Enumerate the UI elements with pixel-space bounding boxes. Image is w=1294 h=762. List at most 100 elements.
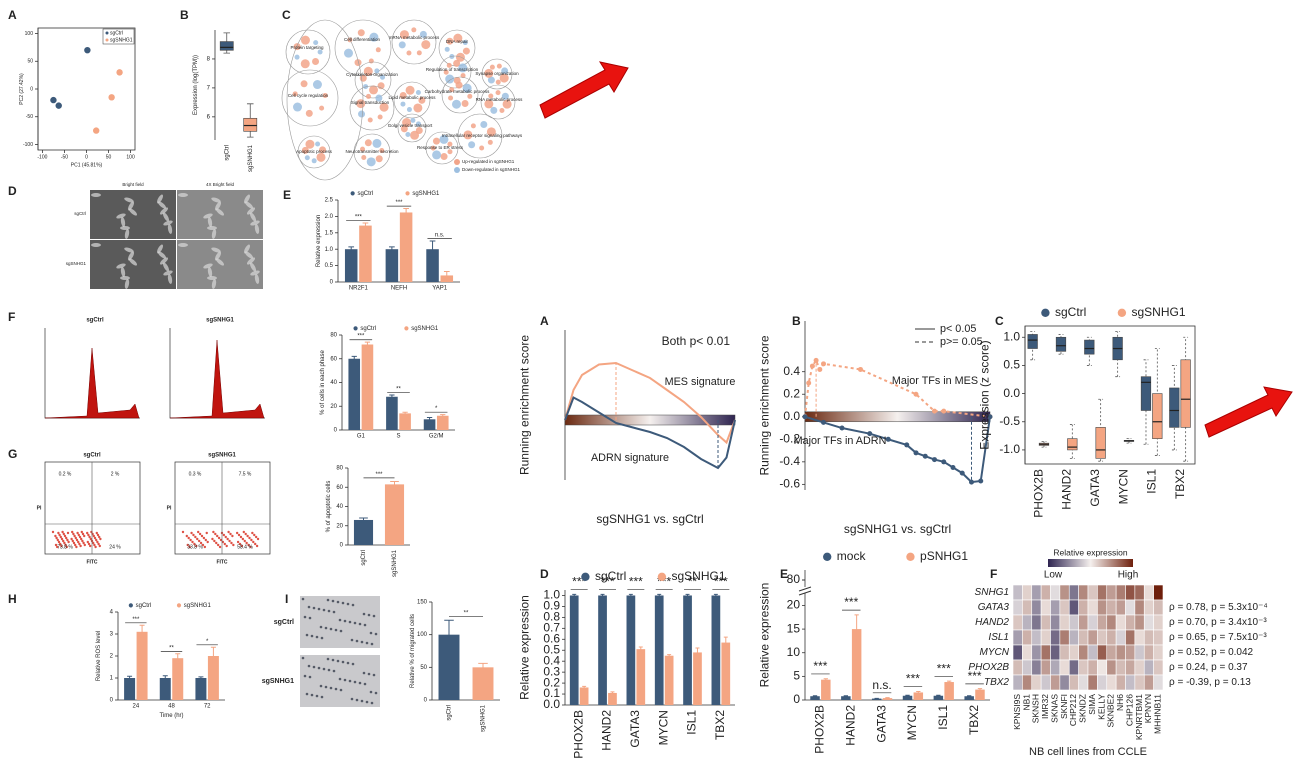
cell	[128, 208, 138, 216]
colorbar-low: Low	[1044, 570, 1063, 581]
cell	[317, 607, 321, 611]
heatmap-cell	[1078, 584, 1089, 601]
event	[228, 539, 231, 543]
event	[65, 536, 68, 540]
event	[218, 545, 222, 549]
cell	[312, 665, 316, 669]
heatmap-cell	[1040, 674, 1051, 691]
error-bar	[977, 688, 983, 692]
cell	[365, 641, 369, 645]
cluster-outline	[285, 29, 331, 75]
colorbar-high: High	[1118, 570, 1139, 581]
event	[71, 539, 75, 543]
cell	[339, 629, 343, 633]
bubble	[365, 93, 371, 99]
legend-marker	[823, 552, 832, 561]
cluster-outline	[349, 85, 395, 131]
y-tick-label: 2.5	[325, 198, 334, 204]
event	[224, 535, 227, 539]
cell	[322, 667, 326, 671]
event	[206, 540, 209, 544]
cell	[249, 212, 257, 222]
bubble	[484, 68, 494, 78]
error-bar	[389, 246, 395, 252]
cell	[343, 619, 347, 623]
y-tick-label: 0.5	[325, 263, 334, 269]
x-tick-label: MYCN	[905, 705, 919, 740]
event	[205, 531, 208, 535]
cell	[353, 621, 357, 625]
cell	[243, 194, 251, 204]
bubble	[316, 152, 326, 162]
bubble	[406, 107, 412, 113]
rank-bar	[804, 411, 991, 423]
whisker	[1030, 331, 1036, 361]
event	[199, 541, 203, 545]
significance-label: **	[464, 611, 469, 617]
bubble	[375, 47, 381, 53]
heatmap-cell	[1031, 644, 1042, 661]
cell	[327, 668, 331, 672]
heatmap-cell	[1078, 659, 1089, 676]
x-tick-label: TBX2	[1173, 469, 1187, 499]
event	[56, 545, 59, 549]
bubble	[418, 96, 426, 104]
cell	[303, 674, 307, 678]
y-tick-label: 10	[787, 645, 801, 659]
y-tick-label: 0	[424, 698, 428, 704]
bubble	[367, 117, 373, 123]
heatmap-cell	[1059, 644, 1070, 661]
bar	[964, 696, 974, 700]
x-axis-label: FITC	[86, 559, 97, 565]
bubble	[501, 67, 509, 75]
legend-marker	[350, 191, 355, 196]
heatmap-cell	[1078, 629, 1089, 646]
bubble	[317, 49, 323, 55]
box	[1095, 427, 1106, 459]
cell	[246, 207, 256, 215]
event	[72, 541, 76, 545]
event	[57, 531, 60, 535]
error-bar	[967, 695, 972, 698]
heatmap-cell	[1143, 584, 1154, 601]
bubble	[322, 92, 328, 98]
y-tick-label: 2	[110, 654, 114, 660]
y-tick-label: 100	[25, 31, 34, 37]
bar	[821, 679, 831, 700]
cell	[370, 701, 374, 705]
bubble	[377, 114, 383, 120]
heatmap-cell	[1153, 644, 1164, 661]
quadrant-label: 24 %	[109, 544, 121, 550]
bubble	[487, 139, 493, 145]
heatmap-cell	[1143, 659, 1154, 676]
term-label: Protein targeting	[290, 45, 324, 50]
y-axis-label: Expression (z score)	[978, 340, 992, 449]
significance-label: ***	[132, 617, 140, 623]
colorbar-title: Relative expression	[1053, 547, 1127, 557]
x-axis-label: PC1 (45.81%)	[71, 162, 103, 168]
dot-plot	[174, 461, 271, 555]
cell	[346, 661, 350, 665]
axis-break	[800, 587, 810, 593]
cell	[203, 213, 213, 219]
event	[229, 532, 232, 536]
event	[83, 534, 86, 538]
panel-label: A	[540, 314, 549, 328]
legend-box	[102, 28, 135, 45]
panel-label: D	[540, 567, 549, 581]
event	[245, 541, 248, 545]
event	[243, 539, 246, 543]
event	[96, 540, 99, 544]
significance-label: *	[206, 639, 209, 645]
cell	[156, 194, 164, 204]
panel-label: E	[283, 188, 291, 202]
cluster-outline	[397, 113, 427, 143]
heatmap-cell	[1125, 599, 1136, 616]
heatmap-cell	[1153, 629, 1164, 646]
cell	[365, 700, 369, 704]
cell	[353, 680, 357, 684]
bubble	[311, 158, 317, 164]
heatmap-cell	[1097, 629, 1108, 646]
cell	[329, 627, 333, 631]
bubble	[312, 80, 322, 90]
